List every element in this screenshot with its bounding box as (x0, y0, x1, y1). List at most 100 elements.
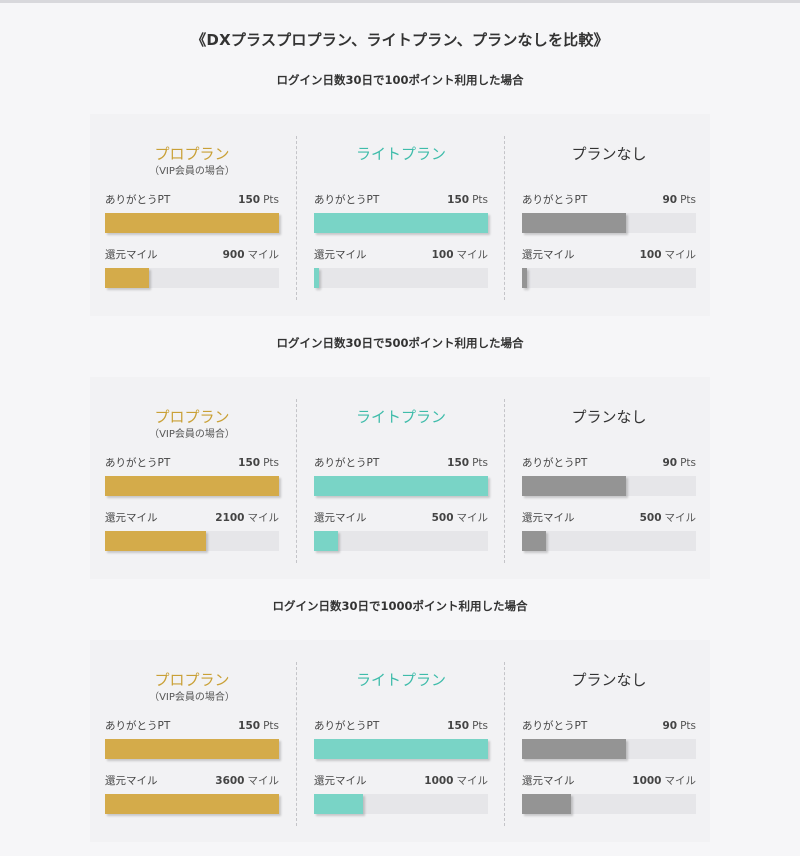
return-miles-label: 還元マイル (314, 775, 367, 787)
return-miles-value: 500 マイル (432, 511, 488, 525)
thanks-points-bar (105, 213, 279, 233)
plan-name: プロプラン (154, 408, 230, 426)
return-miles-label: 還元マイル (522, 249, 575, 261)
return-miles-row: 還元マイル 100 マイル (314, 248, 488, 262)
return-miles-row: 還元マイル 2100 マイル (105, 511, 279, 525)
return-miles-bar (314, 531, 488, 551)
thanks-points-bar (314, 476, 488, 496)
return-miles-bar-fill (105, 794, 279, 814)
return-miles-bar-fill (522, 531, 546, 551)
plan-subtitle (522, 691, 696, 705)
thanks-points-bar-fill (314, 476, 488, 496)
lite-plan-column: ライトプランありがとうPT 150 Pts 還元マイル 500 マイル (314, 408, 488, 551)
thanks-points-value: 90 Pts (662, 193, 696, 207)
thanks-points-bar (522, 739, 696, 759)
return-miles-bar (522, 268, 696, 288)
no-plan-column: プランなし ありがとうPT 90 Pts 還元マイル 1000 マイル (522, 671, 696, 814)
return-miles-value: 1000 マイル (632, 774, 696, 788)
return-miles-value: 500 マイル (640, 511, 696, 525)
thanks-points-label: ありがとうPT (105, 194, 171, 206)
plan-subtitle: （VIP会員の場合） (149, 166, 235, 177)
column-divider (504, 662, 505, 826)
thanks-points-row: ありがとうPT 150 Pts (105, 193, 279, 207)
return-miles-row: 還元マイル 1000 マイル (314, 774, 488, 788)
plan-subtitle (314, 691, 488, 705)
plan-metrics: ありがとうPT 90 Pts 還元マイル 1000 マイル (522, 719, 696, 814)
column-divider (296, 662, 297, 826)
thanks-points-label: ありがとうPT (522, 720, 588, 732)
return-miles-bar-fill (105, 531, 206, 551)
return-miles-label: 還元マイル (314, 512, 367, 524)
plan-name: プランなし (571, 145, 647, 163)
thanks-points-bar-fill (314, 739, 488, 759)
return-miles-unit: マイル (247, 775, 280, 787)
plan-name: ライトプラン (355, 671, 446, 689)
return-miles-row: 還元マイル 100 マイル (522, 248, 696, 262)
pro-plan-column: プロプラン （VIP会員の場合） ありがとうPT 150 Pts 還元マイル 2100 マイル (105, 408, 279, 551)
thanks-points-bar (314, 739, 488, 759)
return-miles-bar (314, 794, 488, 814)
return-miles-row: 還元マイル 500 マイル (522, 511, 696, 525)
thanks-points-row: ありがとうPT 90 Pts (522, 719, 696, 733)
plan-metrics: ありがとうPT 90 Pts 還元マイル 500 マイル (522, 456, 696, 551)
thanks-points-bar-fill (105, 476, 279, 496)
thanks-points-unit: Pts (680, 194, 696, 206)
return-miles-label: 還元マイル (105, 775, 158, 787)
plan-name: プロプラン (154, 671, 230, 689)
return-miles-number: 1000 (424, 775, 454, 787)
plan-name: プロプラン (154, 145, 230, 163)
thanks-points-row: ありがとうPT 150 Pts (314, 456, 488, 470)
comparison-card: プロプラン （VIP会員の場合） ありがとうPT 150 Pts 還元マイル 3600 マイル… (90, 640, 710, 842)
thanks-points-bar-fill (314, 213, 488, 233)
plan-subtitle (314, 165, 488, 179)
return-miles-unit: マイル (456, 249, 489, 261)
return-miles-number: 3600 (215, 775, 245, 787)
scenario-title: ログイン日数30日で1000ポイント利用した場合 (272, 599, 528, 613)
thanks-points-number: 150 (447, 194, 470, 206)
thanks-points-bar-fill (105, 213, 279, 233)
thanks-points-row: ありがとうPT 150 Pts (314, 193, 488, 207)
return-miles-unit: マイル (664, 775, 697, 787)
thanks-points-row: ありがとうPT 150 Pts (105, 719, 279, 733)
plan-name: ライトプラン (355, 145, 446, 163)
return-miles-label: 還元マイル (105, 512, 158, 524)
return-miles-unit: マイル (247, 512, 280, 524)
thanks-points-row: ありがとうPT 150 Pts (105, 456, 279, 470)
return-miles-bar (522, 794, 696, 814)
return-miles-number: 100 (431, 249, 454, 261)
thanks-points-bar (522, 476, 696, 496)
return-miles-number: 1000 (632, 775, 662, 787)
thanks-points-row: ありがとうPT 90 Pts (522, 193, 696, 207)
plan-subtitle (522, 428, 696, 442)
return-miles-unit: マイル (247, 249, 280, 261)
thanks-points-unit: Pts (472, 457, 488, 469)
plan-metrics: ありがとうPT 150 Pts 還元マイル 3600 マイル (105, 719, 279, 814)
thanks-points-bar (105, 476, 279, 496)
thanks-points-number: 90 (662, 720, 678, 732)
thanks-points-label: ありがとうPT (314, 720, 380, 732)
return-miles-bar (105, 531, 279, 551)
thanks-points-value: 150 Pts (447, 456, 488, 470)
return-miles-row: 還元マイル 900 マイル (105, 248, 279, 262)
return-miles-label: 還元マイル (522, 775, 575, 787)
return-miles-value: 100 マイル (432, 248, 488, 262)
return-miles-bar-fill (314, 268, 319, 288)
thanks-points-unit: Pts (263, 194, 279, 206)
return-miles-bar-fill (522, 268, 527, 288)
return-miles-number: 500 (639, 512, 662, 524)
thanks-points-unit: Pts (472, 720, 488, 732)
return-miles-row: 還元マイル 500 マイル (314, 511, 488, 525)
pro-plan-column: プロプラン （VIP会員の場合） ありがとうPT 150 Pts 還元マイル 900 マイル (105, 145, 279, 288)
thanks-points-label: ありがとうPT (522, 194, 588, 206)
plan-name: ライトプラン (355, 408, 446, 426)
thanks-points-bar-fill (522, 476, 626, 496)
thanks-points-bar-fill (522, 213, 626, 233)
return-miles-bar-fill (314, 794, 363, 814)
scenario-title: ログイン日数30日で100ポイント利用した場合 (276, 73, 524, 87)
return-miles-bar-fill (105, 268, 149, 288)
thanks-points-bar-fill (522, 739, 626, 759)
return-miles-value: 2100 マイル (215, 511, 279, 525)
thanks-points-label: ありがとうPT (522, 457, 588, 469)
plan-name: プランなし (571, 671, 647, 689)
thanks-points-label: ありがとうPT (105, 720, 171, 732)
